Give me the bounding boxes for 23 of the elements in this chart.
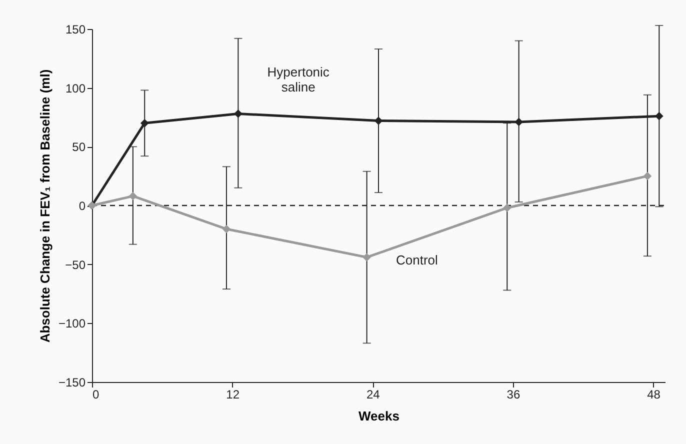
point (140, 118, 149, 128)
y-tick-label: −150 (58, 376, 86, 390)
y-tick-label: −50 (65, 258, 86, 272)
y-axis-title: Absolute Change in FEV₁ from Baseline (ml) (37, 69, 52, 343)
y-tick-label: 50 (72, 140, 86, 154)
y-tick-label: 100 (65, 81, 86, 96)
x-tick-label: 0 (92, 388, 100, 402)
x-tick-label: 36 (506, 388, 520, 402)
point (128, 192, 138, 200)
point (234, 110, 242, 118)
y-tick-label: 150 (65, 22, 86, 36)
point (362, 253, 371, 262)
point (222, 224, 231, 234)
x-axis-title: Weeks (358, 408, 400, 424)
y-tick-label: −100 (58, 316, 86, 331)
series-label: Control (396, 252, 438, 268)
point (502, 204, 512, 212)
series-label: Hypertonic saline (267, 64, 330, 94)
x-tick-label: 24 (366, 388, 380, 402)
y-tick-label: 0 (78, 199, 86, 213)
point (643, 172, 652, 180)
x-tick-label: 12 (226, 388, 240, 402)
x-tick-label: 48 (647, 388, 661, 402)
